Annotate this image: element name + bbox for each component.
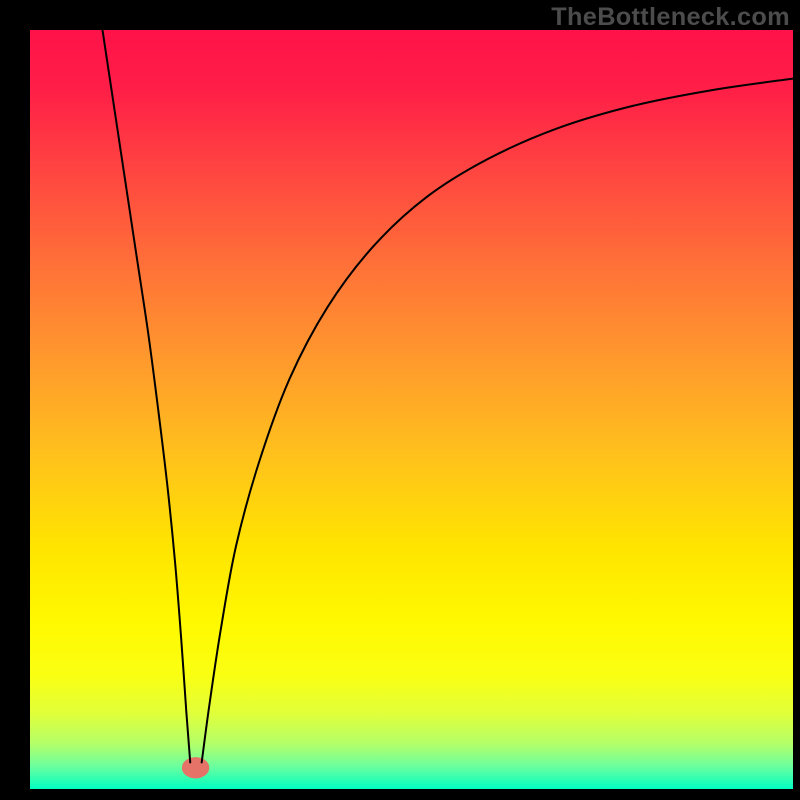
- minimum-marker: [182, 757, 209, 778]
- plot-area: [30, 30, 793, 789]
- plot-svg: [30, 30, 793, 789]
- curve-left-branch: [102, 30, 190, 762]
- watermark-text: TheBottleneck.com: [551, 3, 790, 32]
- chart-frame: TheBottleneck.com: [0, 0, 800, 800]
- curve-right-branch: [202, 79, 793, 763]
